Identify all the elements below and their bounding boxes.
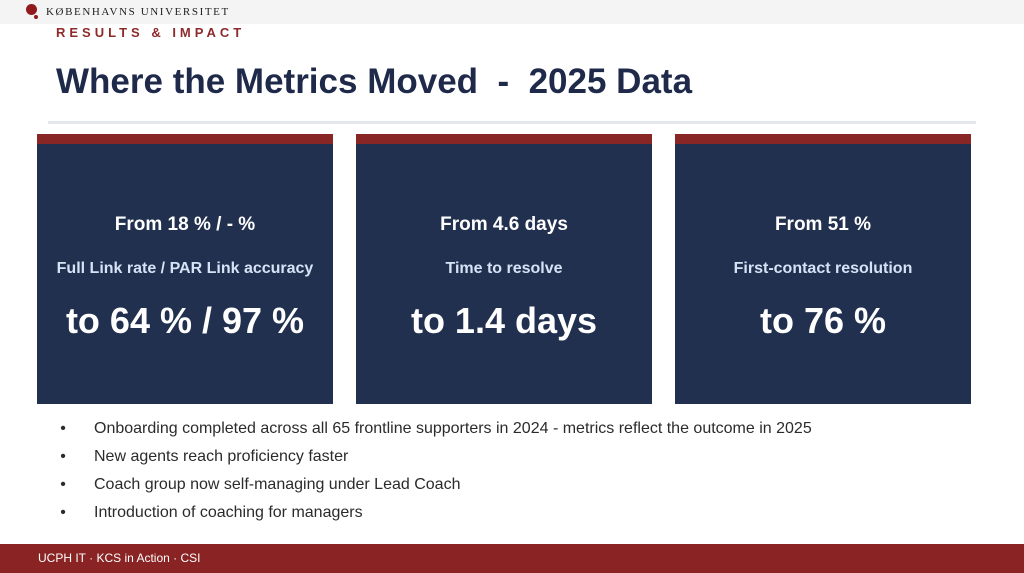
metric-card-link-rate: From 18 % / - % Full Link rate / PAR Lin… (37, 134, 333, 404)
bullet-icon: • (60, 504, 66, 521)
bullet-text: Introduction of coaching for managers (94, 504, 363, 521)
card-metric-label: Full Link rate / PAR Link accuracy (56, 260, 314, 277)
bullet-text: Coach group now self-managing under Lead… (94, 476, 461, 493)
metric-card-time-to-resolve: From 4.6 days Time to resolve to 1.4 day… (356, 134, 652, 404)
list-item: • Introduction of coaching for managers (58, 502, 812, 530)
card-from-value: From 4.6 days (440, 214, 568, 235)
logo-text: KØBENHAVNS UNIVERSITET (46, 6, 230, 18)
card-from-value: From 18 % / - % (114, 214, 256, 235)
crest-icon (26, 4, 40, 20)
bullet-icon: • (60, 476, 66, 493)
card-to-value: to 76 % (759, 300, 887, 341)
section-kicker: RESULTS & IMPACT (56, 25, 246, 40)
card-to-value: to 1.4 days (410, 300, 598, 341)
outcome-bullet-list: • Onboarding completed across all 65 fron… (58, 418, 812, 530)
title-divider (48, 121, 976, 124)
card-from-value: From 51 % (774, 214, 872, 235)
bullet-text: Onboarding completed across all 65 front… (94, 420, 812, 437)
university-logo: KØBENHAVNS UNIVERSITET (26, 3, 230, 21)
list-item: • New agents reach proficiency faster (58, 446, 812, 474)
bullet-text: New agents reach proficiency faster (94, 448, 349, 465)
bullet-icon: • (60, 448, 66, 465)
footer-bar: UCPH IT · KCS in Action · CSI (0, 544, 1024, 573)
bullet-icon: • (60, 420, 66, 437)
list-item: • Coach group now self-managing under Lea… (58, 474, 812, 502)
metric-card-first-contact: From 51 % First-contact resolution to 76… (675, 134, 971, 404)
card-metric-label: Time to resolve (445, 260, 563, 277)
card-to-value: to 64 % / 97 % (65, 300, 305, 341)
slide-title: Where the Metrics Moved - 2025 Data (56, 62, 693, 101)
card-metric-label: First-contact resolution (733, 260, 913, 277)
footer-text: UCPH IT · KCS in Action · CSI (38, 551, 201, 565)
top-bar: KØBENHAVNS UNIVERSITET (0, 0, 1024, 24)
list-item: • Onboarding completed across all 65 fron… (58, 418, 812, 446)
